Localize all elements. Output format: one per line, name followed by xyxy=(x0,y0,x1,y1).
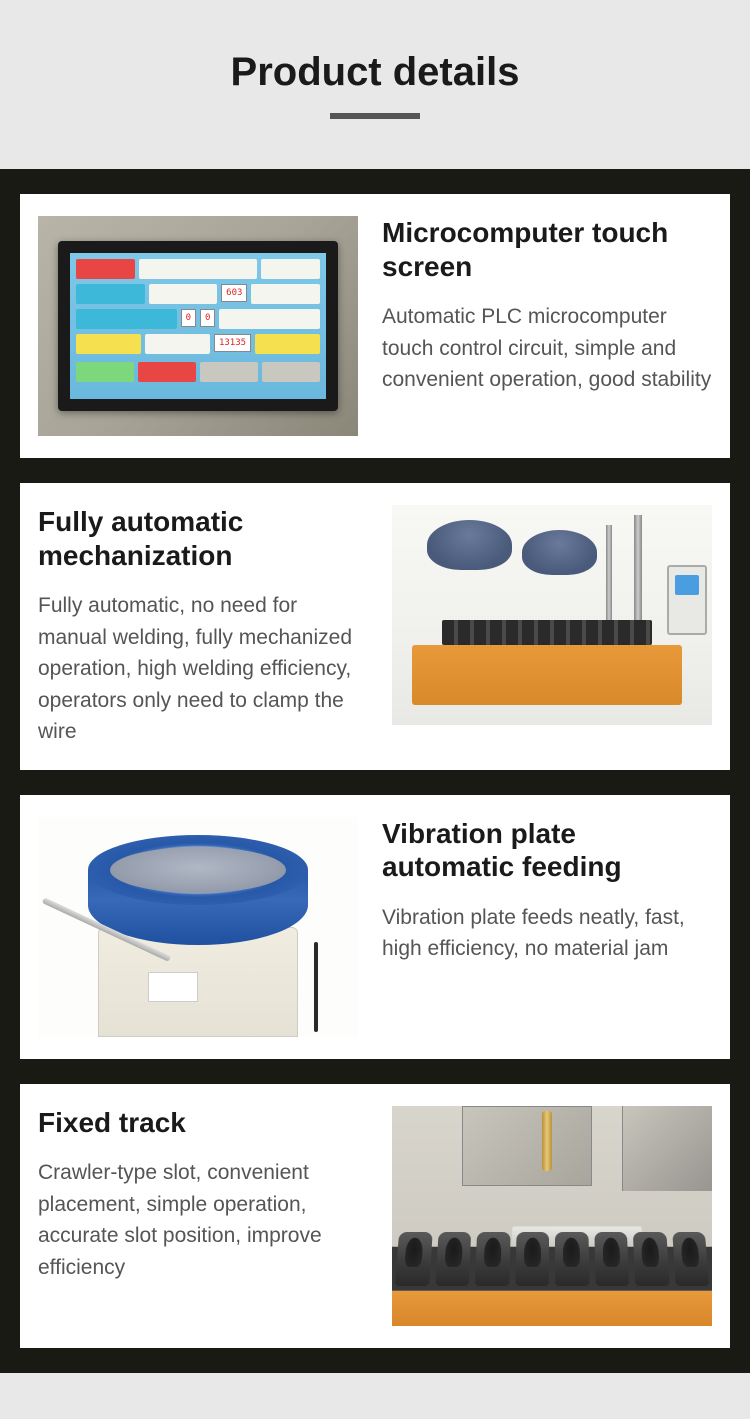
machine-image xyxy=(392,505,712,725)
page-title: Product details xyxy=(0,50,750,95)
feature-title: Fully automatic mechanization xyxy=(38,505,368,572)
feature-text: Fully automatic mechanization Fully auto… xyxy=(38,505,368,748)
feature-text: Microcomputer touch screen Automatic PLC… xyxy=(382,216,712,396)
feature-title: Microcomputer touch screen xyxy=(382,216,712,283)
title-underline xyxy=(330,113,420,119)
feature-desc: Crawler-type slot, convenient placement,… xyxy=(38,1157,368,1283)
feature-desc: Automatic PLC microcomputer touch contro… xyxy=(382,301,712,396)
feature-title: Vibration plate automatic feeding xyxy=(382,817,712,884)
feature-card-vibration: Vibration plate automatic feeding Vibrat… xyxy=(20,795,730,1059)
touchscreen-image: 603 0 0 13135 xyxy=(38,216,358,436)
page-header: Product details xyxy=(0,0,750,149)
track-image xyxy=(392,1106,712,1326)
feature-desc: Vibration plate feeds neatly, fast, high… xyxy=(382,902,712,965)
feature-card-touchscreen: 603 0 0 13135 xyxy=(20,194,730,458)
details-container: 603 0 0 13135 xyxy=(0,169,750,1373)
feature-card-track: Fixed track Crawler-type slot, convenien… xyxy=(20,1084,730,1348)
feature-text: Vibration plate automatic feeding Vibrat… xyxy=(382,817,712,965)
feature-card-mechanization: Fully automatic mechanization Fully auto… xyxy=(20,483,730,770)
vibration-plate-image xyxy=(38,817,358,1037)
feature-title: Fixed track xyxy=(38,1106,368,1140)
feature-text: Fixed track Crawler-type slot, convenien… xyxy=(38,1106,368,1284)
feature-desc: Fully automatic, no need for manual weld… xyxy=(38,590,368,748)
